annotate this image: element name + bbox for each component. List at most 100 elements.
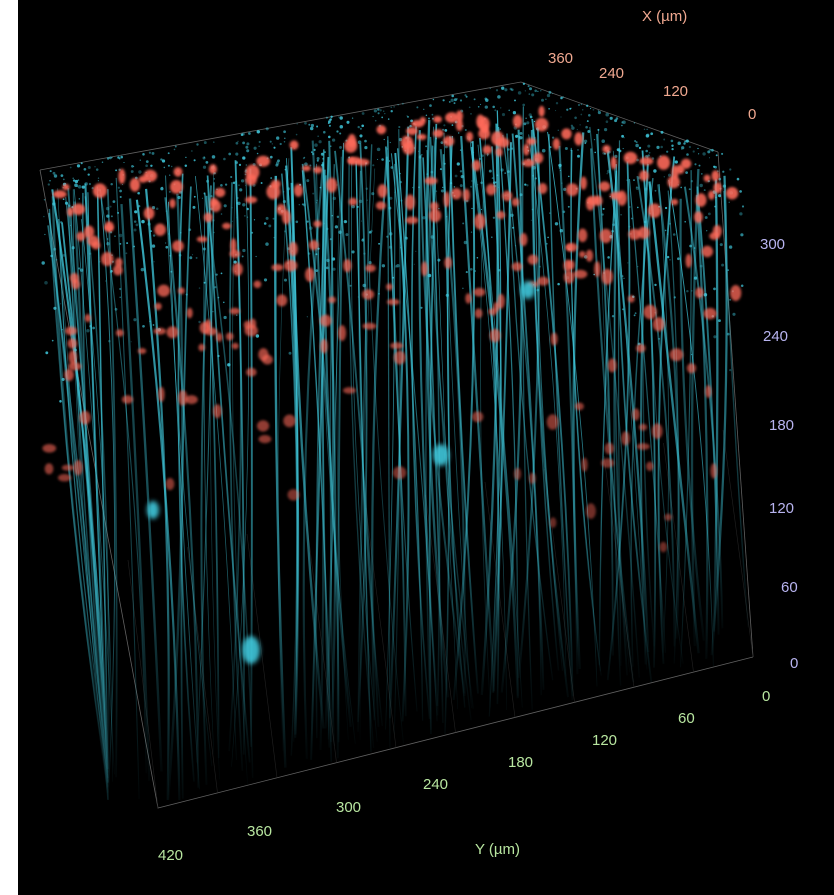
speck bbox=[125, 252, 128, 255]
speck bbox=[235, 161, 239, 164]
speck bbox=[336, 130, 339, 133]
speck bbox=[203, 192, 206, 195]
speck bbox=[504, 172, 507, 174]
soma bbox=[563, 270, 575, 284]
speck bbox=[121, 183, 124, 186]
speck bbox=[109, 156, 112, 160]
speck bbox=[494, 109, 497, 112]
soma bbox=[580, 176, 587, 190]
soma bbox=[153, 327, 166, 335]
speck bbox=[541, 98, 544, 102]
soma bbox=[526, 137, 536, 146]
speck bbox=[233, 260, 237, 264]
speck bbox=[381, 264, 386, 268]
speck bbox=[529, 115, 533, 119]
speck bbox=[459, 184, 463, 188]
speck bbox=[460, 174, 464, 179]
speck bbox=[213, 231, 215, 234]
soma bbox=[79, 410, 91, 425]
speck bbox=[686, 289, 689, 293]
speck bbox=[195, 256, 198, 259]
speck bbox=[563, 187, 567, 192]
speck bbox=[615, 117, 619, 120]
soma bbox=[246, 367, 257, 377]
speck bbox=[258, 140, 261, 144]
y-axis-title: Y (µm) bbox=[475, 841, 521, 858]
soma bbox=[320, 338, 328, 354]
soma bbox=[703, 174, 711, 182]
speck bbox=[389, 196, 393, 200]
speck bbox=[275, 163, 279, 167]
speck bbox=[371, 192, 375, 196]
speck bbox=[315, 269, 319, 272]
speck bbox=[69, 166, 72, 169]
speck bbox=[548, 90, 552, 94]
speck bbox=[545, 98, 547, 101]
speck bbox=[351, 250, 355, 254]
speck bbox=[133, 318, 137, 322]
dendrite bbox=[658, 183, 670, 653]
speck bbox=[390, 106, 393, 109]
speck bbox=[512, 226, 515, 229]
speck bbox=[244, 184, 247, 187]
speck bbox=[203, 156, 205, 158]
speck bbox=[212, 219, 215, 222]
speck bbox=[331, 257, 336, 261]
speck bbox=[580, 103, 583, 106]
speck bbox=[383, 110, 385, 112]
dendrite bbox=[177, 173, 195, 782]
soma bbox=[185, 395, 198, 405]
speck bbox=[443, 124, 446, 127]
speck bbox=[526, 184, 529, 187]
speck bbox=[78, 267, 81, 270]
soma bbox=[343, 259, 352, 273]
speck bbox=[155, 207, 159, 210]
speck bbox=[269, 155, 273, 159]
speck bbox=[86, 224, 89, 226]
microscopy-viewport[interactable]: X (µm) 360 240 120 0 300 240 180 120 60 … bbox=[18, 0, 834, 895]
speck bbox=[167, 152, 170, 155]
soma bbox=[165, 477, 175, 491]
speck bbox=[669, 258, 671, 261]
speck bbox=[703, 292, 708, 297]
speck bbox=[256, 152, 259, 155]
speck bbox=[77, 185, 82, 189]
speck bbox=[114, 307, 118, 311]
speck bbox=[110, 270, 113, 273]
soma bbox=[496, 137, 510, 148]
speck bbox=[277, 159, 280, 163]
dendrite bbox=[690, 168, 700, 647]
speck bbox=[476, 257, 479, 259]
soma bbox=[546, 414, 559, 430]
speck bbox=[677, 141, 681, 146]
soma bbox=[652, 317, 665, 332]
speck bbox=[451, 94, 455, 98]
soma bbox=[225, 332, 234, 341]
speck bbox=[532, 165, 536, 170]
speck bbox=[593, 273, 596, 276]
speck bbox=[147, 222, 151, 226]
soma bbox=[158, 386, 165, 402]
speck bbox=[71, 246, 75, 250]
speck bbox=[644, 187, 648, 191]
speck bbox=[645, 134, 650, 138]
soma bbox=[61, 464, 74, 471]
soma bbox=[154, 302, 162, 311]
soma bbox=[574, 402, 584, 411]
speck bbox=[296, 123, 298, 125]
soma bbox=[405, 216, 419, 224]
speck bbox=[621, 134, 625, 138]
speck bbox=[453, 98, 457, 102]
speck bbox=[654, 283, 657, 287]
speck bbox=[242, 248, 246, 253]
speck bbox=[453, 102, 456, 105]
soma bbox=[533, 152, 544, 164]
soma bbox=[594, 261, 601, 278]
soma bbox=[657, 155, 671, 170]
speck bbox=[217, 296, 220, 299]
speck bbox=[525, 117, 527, 120]
speck bbox=[145, 160, 149, 163]
speck bbox=[394, 265, 398, 268]
speck bbox=[133, 245, 136, 248]
dendrite bbox=[532, 128, 560, 671]
